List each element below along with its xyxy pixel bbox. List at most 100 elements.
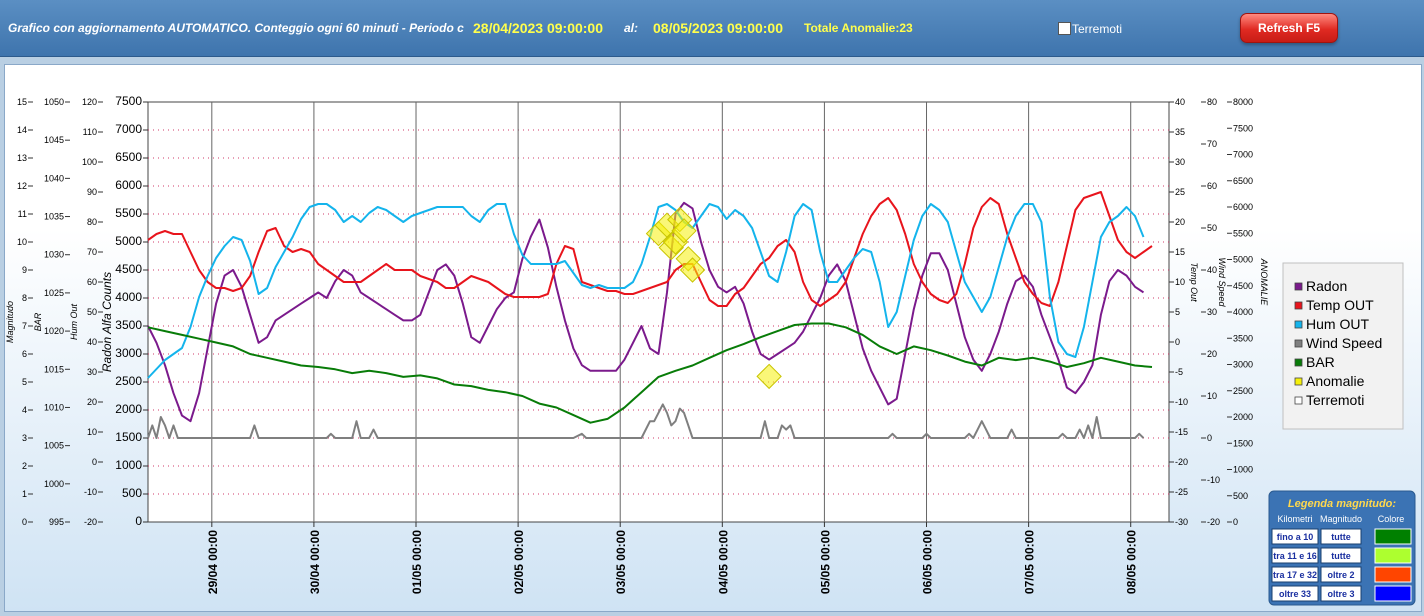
legend-swatch bbox=[1294, 339, 1303, 348]
header-bar: Grafico con aggiornamento AUTOMATICO. Co… bbox=[0, 0, 1424, 57]
legenda-km: tra 17 e 32 bbox=[1273, 570, 1317, 580]
anomalie-axis-label: ANOMALIE bbox=[1259, 258, 1269, 307]
x-tick-label: 05/05 00:00 bbox=[818, 530, 832, 594]
temp-out-tick-label: -5 bbox=[1175, 367, 1183, 377]
wind-speed-tick-label: 80 bbox=[1207, 97, 1217, 107]
legend-label: BAR bbox=[1306, 354, 1335, 370]
legend-swatch bbox=[1294, 358, 1303, 367]
bar-tick-label: 1015 bbox=[44, 364, 64, 374]
chart: 0123456789101112131415Magnitudo995100010… bbox=[5, 94, 1416, 606]
bar-tick-label: 1005 bbox=[44, 441, 64, 451]
temp-out-tick-label: -25 bbox=[1175, 487, 1188, 497]
anomalie-tick-label: 6000 bbox=[1233, 202, 1253, 212]
magnitudo-tick-label: 2 bbox=[22, 461, 27, 471]
legenda-mag: tutte bbox=[1331, 551, 1351, 561]
anomalie-tick-label: 7500 bbox=[1233, 123, 1253, 133]
temp-out-tick-label: 5 bbox=[1175, 307, 1180, 317]
anomalie-tick-label: 6500 bbox=[1233, 176, 1253, 186]
terremoti-checkbox[interactable] bbox=[1058, 22, 1071, 35]
x-tick-label: 04/05 00:00 bbox=[716, 530, 730, 594]
x-tick-label: 07/05 00:00 bbox=[1023, 530, 1037, 594]
chart-panel: 0 1 2 3 4 5 6 7 8 9 10 11 12 13 14 15 Magnitudo 995 1000 10… bbox=[4, 64, 1422, 612]
legend-label: Terremoti bbox=[1306, 392, 1364, 408]
legenda-km: oltre 33 bbox=[1279, 589, 1311, 599]
wind-speed-axis-label: Wind Speed bbox=[1217, 258, 1227, 308]
radon-tick-label: 6500 bbox=[115, 150, 142, 164]
series-wind-speed bbox=[147, 403, 1145, 439]
hum-out-tick-label: 70 bbox=[87, 247, 97, 257]
magnitudo-tick-label: 15 bbox=[17, 97, 27, 107]
anomalie-tick-label: 1000 bbox=[1233, 465, 1253, 475]
magnitudo-tick-label: 8 bbox=[22, 293, 27, 303]
anomalie-tick-label: 2000 bbox=[1233, 412, 1253, 422]
radon-tick-label: 3500 bbox=[115, 318, 142, 332]
hum-out-tick-label: 100 bbox=[82, 157, 97, 167]
wind-speed-tick-label: 50 bbox=[1207, 223, 1217, 233]
x-tick-label: 03/05 00:00 bbox=[614, 530, 628, 594]
legenda-mag-cell bbox=[1320, 547, 1362, 564]
bar-tick-label: 1045 bbox=[44, 135, 64, 145]
terremoti-label[interactable]: Terremoti bbox=[1072, 22, 1123, 36]
wind-speed-tick-label: 0 bbox=[1207, 433, 1212, 443]
hum-out-tick-label: 30 bbox=[87, 367, 97, 377]
hum-out-tick-label: 10 bbox=[87, 427, 97, 437]
anomalia-marker bbox=[679, 257, 706, 283]
radon-tick-label: 2500 bbox=[115, 374, 142, 388]
wind-speed-tick-label: 70 bbox=[1207, 139, 1217, 149]
temp-out-tick-label: 15 bbox=[1175, 247, 1185, 257]
radon-tick-label: 0 bbox=[135, 514, 142, 528]
legenda-mag-cell bbox=[1320, 566, 1362, 583]
legenda-col-header: Colore bbox=[1378, 514, 1405, 524]
legenda-col-header: Magnitudo bbox=[1320, 514, 1362, 524]
legenda-km-cell bbox=[1271, 585, 1319, 602]
temp-out-tick-label: -10 bbox=[1175, 397, 1188, 407]
bar-tick-label: 1010 bbox=[44, 402, 64, 412]
magnitudo-tick-label: 7 bbox=[22, 321, 27, 331]
temp-out-tick-label: 0 bbox=[1175, 337, 1180, 347]
refresh-button[interactable]: Refresh F5 bbox=[1240, 13, 1338, 43]
legend-swatch bbox=[1294, 301, 1303, 310]
radon-tick-label: 1000 bbox=[115, 458, 142, 472]
x-tick-label: 30/04 00:00 bbox=[308, 530, 322, 594]
bar-tick-label: 1040 bbox=[44, 173, 64, 183]
x-tick-label: 02/05 00:00 bbox=[512, 530, 526, 594]
temp-out-tick-label: 30 bbox=[1175, 157, 1185, 167]
anomalie-tick-label: 3000 bbox=[1233, 360, 1253, 370]
radon-tick-label: 7000 bbox=[115, 122, 142, 136]
bar-tick-label: 995 bbox=[49, 517, 64, 527]
anomalies-total: Totale Anomalie:23 bbox=[804, 21, 913, 35]
temp-out-tick-label: 10 bbox=[1175, 277, 1185, 287]
magnitudo-tick-label: 14 bbox=[17, 125, 27, 135]
anomalie-tick-label: 2500 bbox=[1233, 386, 1253, 396]
temp-out-tick-label: 20 bbox=[1175, 217, 1185, 227]
legenda-km: fino a 10 bbox=[1277, 532, 1314, 542]
wind-speed-tick-label: -20 bbox=[1207, 517, 1220, 527]
legenda-km: tra 11 e 16 bbox=[1273, 551, 1317, 561]
anomalie-tick-label: 4500 bbox=[1233, 281, 1253, 291]
magnitudo-tick-label: 4 bbox=[22, 405, 27, 415]
radon-tick-label: 7500 bbox=[115, 94, 142, 108]
radon-tick-label: 5000 bbox=[115, 234, 142, 248]
legenda-color bbox=[1374, 566, 1412, 583]
legenda-km-cell bbox=[1271, 547, 1319, 564]
legend-label: Anomalie bbox=[1306, 373, 1365, 389]
radon-tick-label: 4500 bbox=[115, 262, 142, 276]
magnitudo-tick-label: 11 bbox=[18, 209, 27, 219]
magnitudo-tick-label: 1 bbox=[22, 489, 27, 499]
legend-label: Radon bbox=[1306, 278, 1347, 294]
wind-speed-tick-label: 20 bbox=[1207, 349, 1217, 359]
series-bar bbox=[147, 322, 1153, 424]
legenda-mag-cell bbox=[1320, 585, 1362, 602]
bar-tick-label: 1025 bbox=[44, 288, 64, 298]
series-temp-out bbox=[147, 191, 1153, 307]
radon-tick-label: 3000 bbox=[115, 346, 142, 360]
magnitudo-tick-label: 5 bbox=[22, 377, 27, 387]
hum-out-tick-label: 60 bbox=[87, 277, 97, 287]
legend bbox=[1282, 262, 1404, 430]
radon-tick-label: 1500 bbox=[115, 430, 142, 444]
hum-out-tick-label: 0 bbox=[92, 457, 97, 467]
temp-out-tick-label: -30 bbox=[1175, 517, 1188, 527]
al-label: al: bbox=[624, 21, 639, 35]
x-tick-label: 01/05 00:00 bbox=[410, 530, 424, 594]
radon-tick-label: 6000 bbox=[115, 178, 142, 192]
